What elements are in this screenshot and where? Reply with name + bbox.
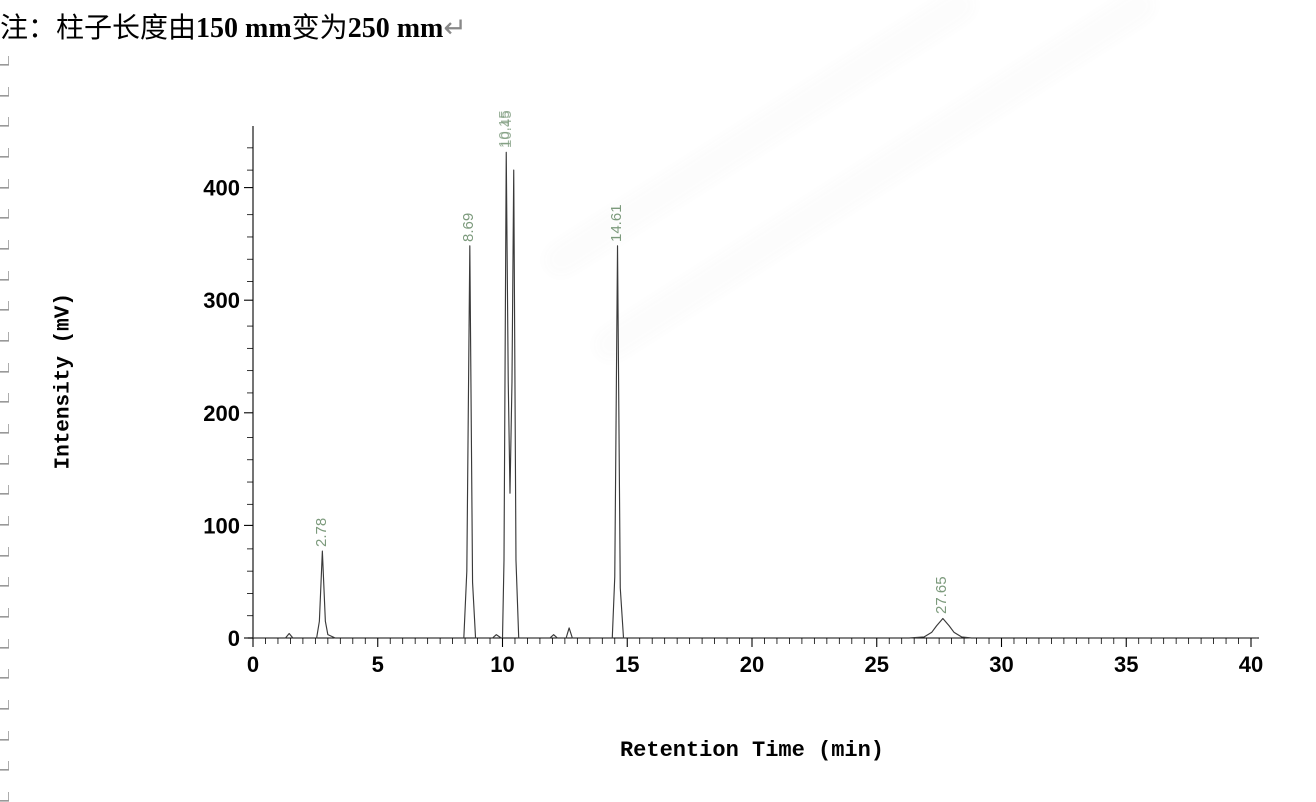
svg-text:25: 25 (865, 652, 889, 677)
svg-text:20: 20 (740, 652, 764, 677)
svg-text:2.78: 2.78 (313, 518, 330, 547)
svg-text:Intensity (mV): Intensity (mV) (53, 293, 76, 469)
svg-text:14.61: 14.61 (608, 204, 625, 242)
svg-text:0: 0 (228, 626, 240, 651)
svg-text:35: 35 (1114, 652, 1138, 677)
svg-text:10.45: 10.45 (498, 110, 515, 148)
svg-text:27.65: 27.65 (933, 576, 950, 614)
svg-text:100: 100 (203, 513, 240, 538)
svg-text:30: 30 (989, 652, 1013, 677)
svg-text:40: 40 (1239, 652, 1263, 677)
svg-text:15: 15 (615, 652, 639, 677)
svg-text:10: 10 (490, 652, 514, 677)
svg-text:200: 200 (203, 401, 240, 426)
svg-text:5: 5 (372, 652, 384, 677)
svg-text:8.69: 8.69 (460, 213, 477, 242)
svg-text:0: 0 (247, 652, 259, 677)
svg-text:Retention Time (min): Retention Time (min) (620, 738, 884, 763)
svg-text:400: 400 (203, 176, 240, 201)
svg-text:300: 300 (203, 288, 240, 313)
